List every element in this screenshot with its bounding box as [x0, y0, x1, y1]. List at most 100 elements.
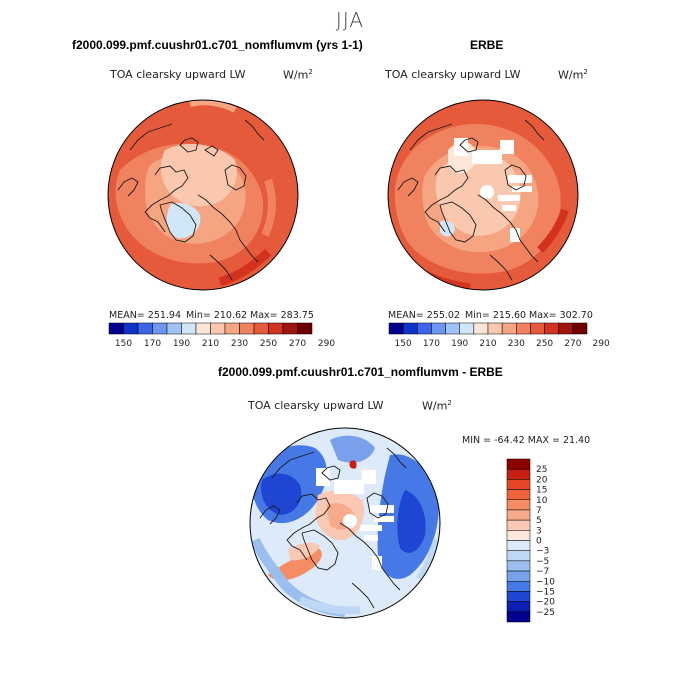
- diff-colorbar-tick-label: −15: [536, 587, 555, 597]
- diff-colorbar-tick-label: −3: [536, 547, 549, 557]
- diff-panel-title: f2000.099.pmf.cuushr01.c701_nomflumvm - …: [218, 365, 503, 379]
- diff-colorbar-swatch: [506, 540, 531, 551]
- diff-colorbar-tick-label: 3: [536, 526, 542, 536]
- obs-min-stat: Min= 215.60: [465, 310, 527, 321]
- obs-colorbar-swatch: [473, 322, 489, 335]
- diff-colorbar-swatch: [506, 468, 531, 480]
- obs-mean-stat: MEAN= 255.02: [388, 310, 461, 321]
- model-polar-map: [108, 100, 298, 290]
- diff-coastlines: [259, 447, 407, 609]
- model-colorbar-swatch: [239, 322, 255, 335]
- diff-colorbar-swatch: [506, 519, 531, 531]
- diff-colorbar-tick-label: −20: [536, 598, 555, 608]
- obs-colorbar-swatch: [572, 322, 588, 335]
- diff-colorbar-tick-label: −25: [536, 608, 555, 618]
- diff-minmax-stat: MIN = -64.42 MAX = 21.40: [462, 435, 591, 446]
- model-colorbar-tick-label: 190: [173, 339, 190, 349]
- diff-colorbar-swatch: [506, 499, 531, 511]
- model-colorbar-swatch: [137, 322, 153, 335]
- model-colorbar-swatch: [152, 322, 168, 335]
- diff-colorbar-swatch: [506, 581, 531, 592]
- obs-map-border: [387, 99, 579, 291]
- diff-colorbar-swatch: [506, 550, 531, 562]
- diff-colorbar-tick-label: 0: [536, 537, 542, 547]
- diff-colorbar-swatch: [506, 570, 531, 582]
- obs-units-label: W/m2: [558, 68, 588, 82]
- diff-colorbar-tick-label: −10: [536, 577, 555, 587]
- obs-max-stat: Max= 302.70: [529, 310, 593, 321]
- model-colorbar-swatch: [282, 322, 298, 335]
- diff-colorbar-tick-label: −5: [536, 557, 549, 567]
- diff-variable-label: TOA clearsky upward LW: [248, 399, 384, 412]
- model-colorbar: 150 170 190 210 230 250 270 290: [108, 322, 335, 349]
- diff-colorbar-swatch: [506, 591, 531, 602]
- model-colorbar-swatch: [123, 322, 139, 335]
- diff-colorbar-swatch: [506, 489, 531, 500]
- model-colorbar-swatch: [253, 322, 269, 335]
- obs-colorbar-tick-label: 250: [536, 339, 553, 349]
- model-colorbar-swatch: [224, 322, 240, 335]
- model-colorbar-swatch: [181, 322, 197, 335]
- obs-colorbar-swatch: [402, 322, 418, 335]
- model-colorbar-tick-label: 210: [202, 339, 219, 349]
- obs-colorbar-tick-label: 150: [395, 339, 412, 349]
- obs-colorbar-tick-label: 290: [593, 339, 610, 349]
- diff-colorbar-swatch: [506, 601, 531, 613]
- diff-map-border: [249, 427, 441, 619]
- obs-colorbar-swatch: [558, 322, 574, 335]
- model-panel-title: f2000.099.pmf.cuushr01.c701_nomflumvm (y…: [72, 38, 363, 52]
- obs-coastlines: [397, 119, 545, 281]
- model-colorbar-swatch: [210, 322, 226, 335]
- model-mean-stat: MEAN= 251.94: [109, 310, 182, 321]
- diff-colorbar-swatch: [506, 530, 531, 541]
- obs-colorbar-swatch: [388, 322, 404, 335]
- obs-colorbar-swatch: [459, 322, 475, 335]
- diff-colorbar-swatch: [506, 509, 531, 521]
- diff-colorbar-swatch: [506, 611, 531, 623]
- diff-colorbar-tick-label: 7: [536, 506, 542, 516]
- obs-colorbar-swatch: [530, 322, 545, 335]
- obs-colorbar: 150 170 190 210 230 250 270 290: [388, 322, 610, 349]
- obs-colorbar-swatch: [501, 322, 517, 335]
- obs-colorbar-tick-label: 210: [479, 339, 496, 349]
- model-colorbar-tick-label: 250: [260, 339, 277, 349]
- diff-polar-map: [250, 428, 440, 618]
- model-units-label: W/m2: [283, 68, 313, 82]
- model-colorbar-swatch: [108, 322, 124, 335]
- diff-colorbar-swatch: [506, 479, 531, 490]
- diff-colorbar-tick-label: 20: [536, 475, 548, 485]
- obs-colorbar-swatch: [417, 322, 432, 335]
- obs-panel-title: ERBE: [470, 38, 504, 52]
- model-colorbar-tick-label: 290: [318, 339, 335, 349]
- model-variable-label: TOA clearsky upward LW: [110, 68, 246, 81]
- model-max-stat: Max= 283.75: [250, 310, 314, 321]
- diff-colorbar-swatch: [506, 560, 531, 572]
- diff-colorbar-tick-label: 10: [536, 496, 548, 506]
- model-coastlines: [117, 119, 265, 281]
- model-colorbar-swatch: [166, 322, 182, 335]
- obs-colorbar-swatch: [445, 322, 460, 335]
- model-map-border: [107, 99, 299, 291]
- diff-colorbar-tick-label: 25: [536, 465, 547, 475]
- season-title: JJA: [335, 8, 365, 32]
- obs-colorbar-swatch: [544, 322, 559, 335]
- model-colorbar-tick-label: 150: [115, 339, 132, 349]
- model-colorbar-tick-label: 170: [144, 339, 161, 349]
- diff-colorbar-tick-label: 15: [536, 486, 547, 496]
- obs-colorbar-swatch: [516, 322, 531, 335]
- obs-polar-map: [388, 100, 578, 290]
- obs-colorbar-tick-label: 230: [508, 339, 525, 349]
- model-colorbar-swatch: [297, 322, 313, 335]
- obs-colorbar-tick-label: 190: [451, 339, 468, 349]
- obs-variable-label: TOA clearsky upward LW: [385, 68, 521, 81]
- diff-colorbar-tick-label: 5: [536, 516, 542, 526]
- obs-colorbar-tick-label: 170: [423, 339, 440, 349]
- obs-colorbar-tick-label: 270: [564, 339, 581, 349]
- model-colorbar-swatch: [195, 322, 211, 335]
- diff-colorbar-swatch: [506, 458, 531, 470]
- model-colorbar-tick-label: 230: [231, 339, 248, 349]
- obs-colorbar-swatch: [487, 322, 503, 335]
- model-colorbar-tick-label: 270: [289, 339, 306, 349]
